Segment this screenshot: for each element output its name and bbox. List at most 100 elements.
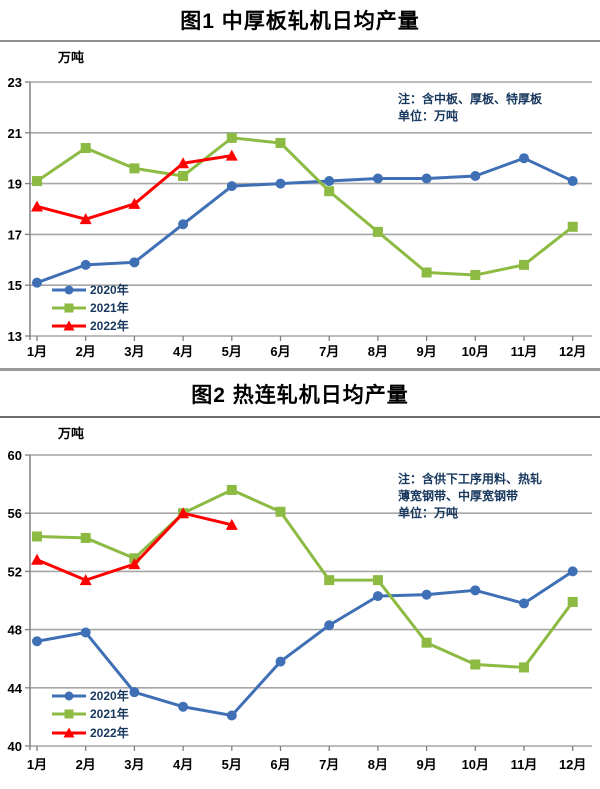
legend-item-2021年: 2021年	[52, 300, 129, 315]
data-point-2020年	[372, 173, 383, 184]
x-tick-label: 7月	[319, 344, 339, 359]
data-point-2020年	[567, 176, 578, 187]
data-point-2021年	[421, 637, 432, 648]
legend-marker-2022年	[63, 727, 75, 738]
data-point-2021年	[226, 484, 237, 495]
data-point-2021年	[519, 662, 529, 673]
x-tick-label: 5月	[222, 344, 242, 359]
chart-note-line: 单位：万吨	[398, 505, 458, 520]
x-tick-label: 5月	[222, 757, 242, 772]
data-point-2021年	[226, 132, 237, 143]
chart-note-line: 薄宽钢带、中厚宽钢带	[398, 488, 518, 503]
y-tick-label: 48	[8, 623, 22, 638]
x-tick-label: 8月	[368, 757, 388, 772]
legend-label: 2021年	[90, 706, 129, 721]
legend-item-2022年: 2022年	[52, 318, 129, 333]
data-point-2022年	[177, 507, 190, 519]
data-point-2021年	[324, 186, 335, 197]
data-point-2021年	[372, 575, 383, 586]
series-2022年	[31, 507, 238, 586]
data-point-2021年	[80, 143, 91, 154]
legend-label: 2020年	[90, 688, 129, 703]
data-point-2020年	[567, 566, 578, 577]
y-tick-label: 21	[8, 126, 22, 141]
chart-note-line: 单位：万吨	[398, 108, 458, 123]
x-tick-label: 2月	[76, 757, 96, 772]
x-tick-label: 6月	[270, 757, 290, 772]
x-tick-label: 9月	[416, 757, 436, 772]
x-tick-label: 9月	[416, 344, 436, 359]
series-line-2020年	[35, 156, 575, 285]
data-point-2021年	[324, 575, 335, 586]
data-point-2020年	[324, 620, 335, 631]
data-point-2022年	[128, 197, 141, 209]
y-tick-label: 17	[8, 227, 22, 242]
data-point-2020年	[372, 591, 383, 602]
data-point-2021年	[470, 270, 481, 281]
x-tick-label: 1月	[27, 757, 47, 772]
y-axis-unit-label: 万吨	[57, 50, 84, 65]
data-point-2021年	[470, 659, 481, 670]
data-point-2020年	[32, 636, 42, 647]
data-point-2021年	[372, 226, 383, 237]
data-point-2020年	[275, 656, 286, 667]
series-line-2022年	[35, 511, 234, 582]
legend-marker-2021年	[64, 709, 74, 719]
legend-item-2020年: 2020年	[52, 282, 129, 297]
x-tick-label: 3月	[124, 344, 144, 359]
data-point-2020年	[421, 173, 432, 184]
x-tick-label: 2月	[76, 344, 96, 359]
legend-label: 2022年	[90, 725, 129, 740]
series-2022年	[31, 149, 238, 225]
figure2-title: 图2 热连轧机日均产量	[191, 384, 409, 407]
data-point-2020年	[178, 219, 189, 230]
data-point-2020年	[129, 257, 140, 268]
data-point-2022年	[225, 518, 238, 530]
data-point-2020年	[226, 710, 237, 721]
figure2-line-chart: 40 44 48 52 56 60 1月 2月 3月 4月 5月 6月 7月 8月 9月 10月 11月 12月 万…	[8, 426, 592, 772]
x-tick-label: 11月	[511, 757, 538, 772]
data-point-2022年	[79, 574, 92, 586]
data-point-2020年	[80, 259, 91, 270]
data-point-2021年	[275, 137, 286, 148]
figure1-line-chart: 13 15 17 19 21 23 1月 2月 3月 4月 5月 6月 7月 8月 9月 10月 11月 12月 万…	[8, 50, 592, 359]
data-point-2021年	[519, 259, 529, 270]
data-point-2021年	[275, 506, 286, 517]
data-point-2021年	[178, 170, 189, 181]
x-tick-label: 4月	[173, 757, 193, 772]
chart-note-line: 注：含中板、厚板、特厚板	[398, 91, 543, 106]
y-tick-label: 44	[8, 681, 23, 696]
series-line-2021年	[35, 136, 575, 277]
data-point-2020年	[519, 153, 529, 164]
data-point-2020年	[226, 181, 237, 192]
data-point-2022年	[79, 213, 92, 225]
legend-marker-2020年	[64, 285, 74, 295]
data-point-2021年	[567, 221, 578, 232]
divider-between-figures	[0, 368, 600, 371]
legend-item-2020年: 2020年	[52, 688, 129, 703]
x-tick-label: 7月	[319, 757, 339, 772]
data-point-2020年	[470, 585, 481, 596]
x-tick-label: 12月	[559, 757, 586, 772]
y-tick-label: 15	[8, 278, 22, 293]
legend-marker-2021年	[64, 303, 74, 313]
y-tick-label: 23	[8, 75, 22, 90]
legend-label: 2020年	[90, 282, 129, 297]
series-2020年	[32, 566, 578, 721]
data-point-2022年	[31, 553, 43, 565]
x-tick-label: 10月	[462, 344, 489, 359]
data-point-2022年	[128, 558, 141, 570]
legend-marker-2022年	[63, 320, 75, 331]
y-tick-label: 13	[8, 329, 22, 344]
legend-label: 2021年	[90, 300, 129, 315]
y-tick-label: 52	[8, 564, 22, 579]
x-tick-label: 8月	[368, 344, 388, 359]
data-point-2021年	[129, 163, 140, 174]
y-tick-label: 60	[8, 448, 22, 463]
data-point-2020年	[324, 176, 335, 187]
data-point-2020年	[32, 277, 42, 288]
divider-under-title2	[0, 416, 600, 418]
data-point-2020年	[519, 598, 529, 609]
x-tick-label: 6月	[270, 344, 290, 359]
x-tick-label: 12月	[559, 344, 586, 359]
